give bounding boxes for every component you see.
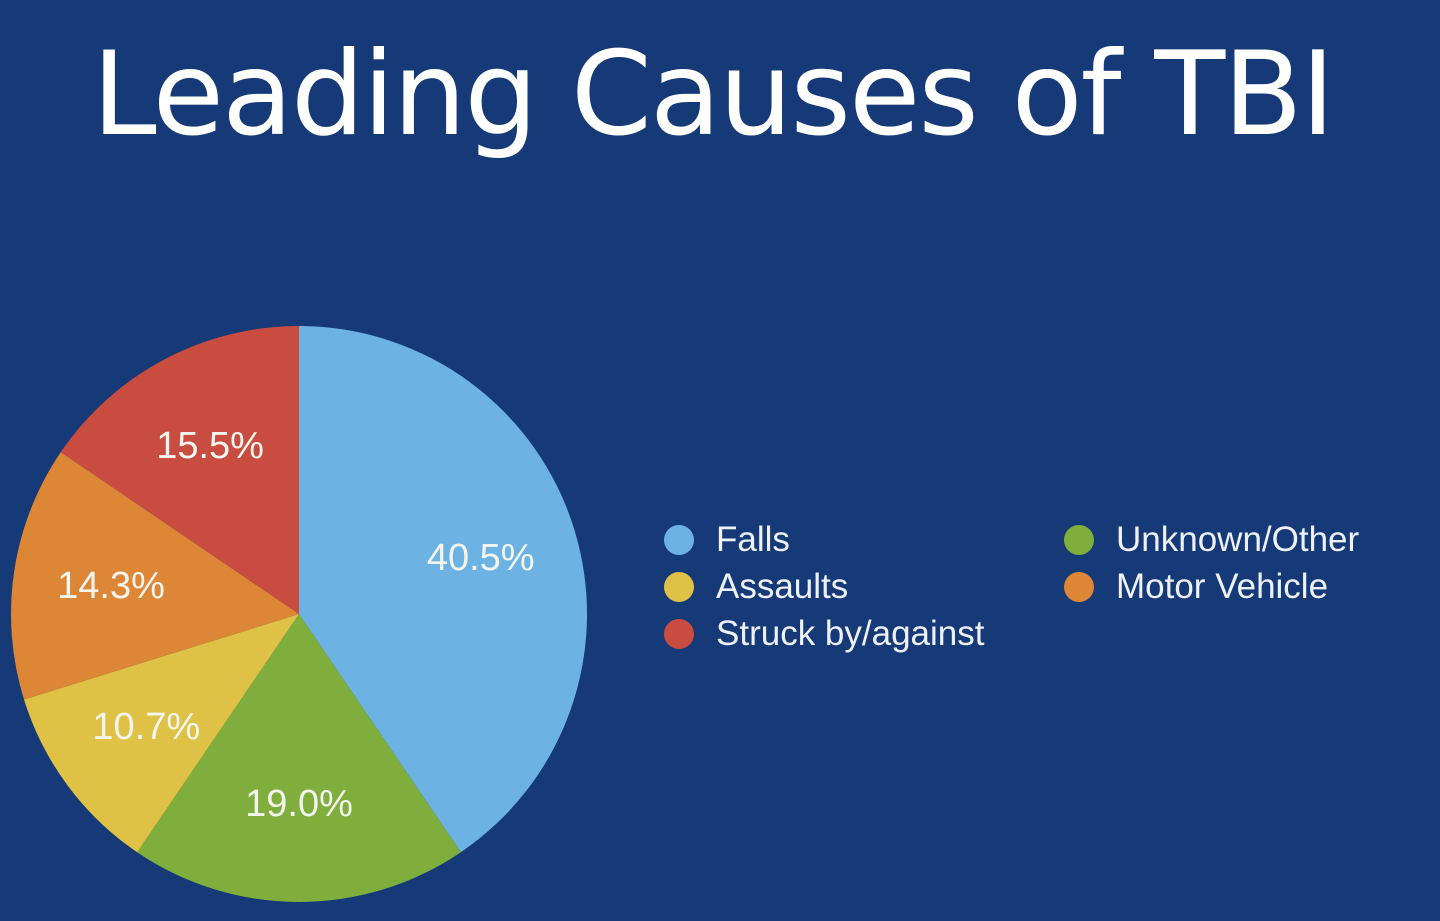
legend-item-struck-by-against: Struck by/against <box>664 612 1064 655</box>
legend-swatch <box>1064 571 1094 602</box>
pie-slice-falls <box>299 326 588 853</box>
legend-swatch <box>664 618 694 649</box>
legend-item-motor-vehicle: Motor Vehicle <box>1064 565 1404 608</box>
legend-item-falls: Falls <box>664 518 1064 561</box>
slide-title: Leading Causes of TBI <box>92 27 1335 162</box>
pie-slice-struck-by-against <box>60 326 299 614</box>
legend-label: Motor Vehicle <box>1116 566 1329 606</box>
legend-item-unknown-other: Unknown/Other <box>1064 518 1404 561</box>
legend-swatch <box>664 524 694 555</box>
legend-label: Unknown/Other <box>1116 519 1360 559</box>
legend-label: Assaults <box>716 566 849 606</box>
legend-item-assaults: Assaults <box>664 565 1064 608</box>
pie-chart: 40.5% 19.0% 10.7% 14.3% 15.5% <box>11 326 588 903</box>
pie-slice-assaults <box>24 614 299 853</box>
slice-label-assaults: 10.7% <box>92 706 200 748</box>
chart-legend: Falls Unknown/Other Assaults Motor Vehicle S… <box>664 518 1424 655</box>
legend-label: Falls <box>716 519 790 559</box>
slice-label-struck-by-against: 15.5% <box>156 425 264 467</box>
legend-swatch <box>1064 524 1094 555</box>
pie-slice-unknown-other <box>137 614 461 903</box>
slice-label-motor-vehicle: 14.3% <box>57 565 165 607</box>
slice-label-unknown-other: 19.0% <box>245 783 353 825</box>
legend-swatch <box>664 571 694 602</box>
legend-label: Struck by/against <box>716 613 985 653</box>
pie-slice-motor-vehicle <box>11 452 300 700</box>
slice-label-falls: 40.5% <box>427 537 535 579</box>
